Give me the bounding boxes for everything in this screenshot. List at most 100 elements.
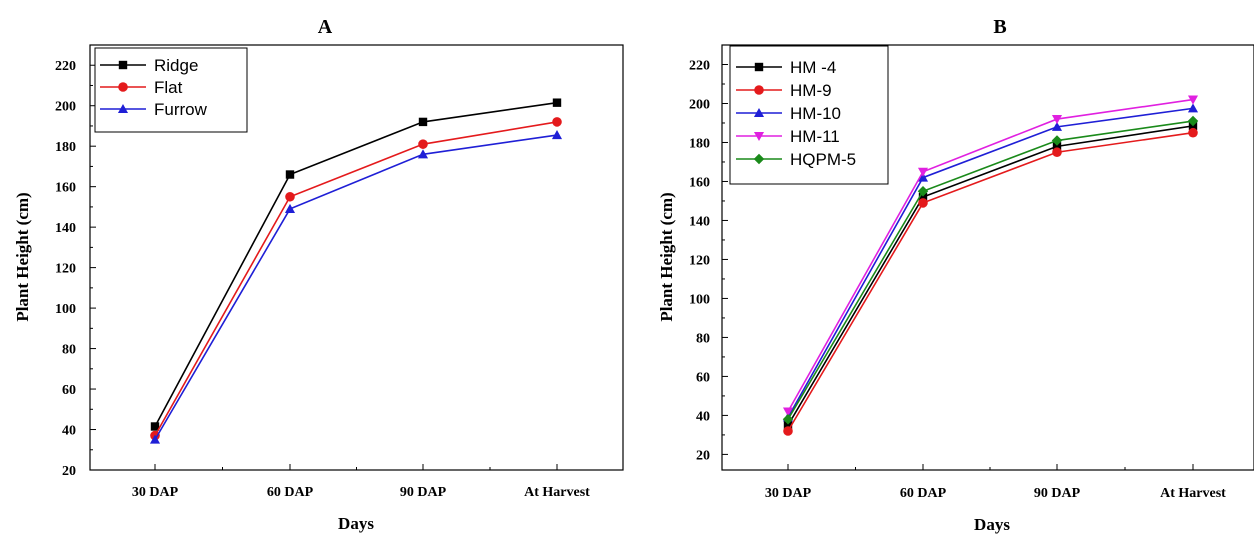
panel-a: A 20 40 60 80 100 120 140 160 180 200 220 30 DAP 60… xyxy=(13,16,624,533)
panel-a-y-tick-label: 120 xyxy=(55,262,76,277)
legend-marker-hm-4 xyxy=(754,62,764,72)
legend-label-hm-9: HM-9 xyxy=(790,81,832,100)
panel-b-x-axis-title: Days xyxy=(974,515,1010,534)
legend-label-ridge: Ridge xyxy=(154,56,198,75)
data-point-hm-9 xyxy=(918,198,928,208)
data-point-hm-10 xyxy=(1187,103,1199,113)
series-line-ridge xyxy=(154,101,558,427)
panel-a-x-axis: 30 DAP 60 DAP 90 DAP At Harvest xyxy=(132,464,590,500)
data-point-furrow xyxy=(149,434,161,444)
data-point-ridge xyxy=(150,422,160,431)
data-point-hm-4 xyxy=(783,420,793,430)
data-point-hqpm-5 xyxy=(917,185,929,197)
series-line-hm-11 xyxy=(787,98,1194,412)
data-point-flat xyxy=(552,117,562,127)
panel-a-y-tick-label: 20 xyxy=(62,464,76,479)
data-point-hm-11 xyxy=(1187,95,1199,105)
panel-b-x-tick-label: 30 DAP xyxy=(765,486,812,501)
series-line-hm-4 xyxy=(787,125,1194,426)
panel-b-title: B xyxy=(993,16,1006,38)
legend-label-hm-10: HM-10 xyxy=(790,104,841,123)
panel-a-y-tick-label: 60 xyxy=(62,383,76,398)
panel-a-y-tick-label: 180 xyxy=(55,140,76,155)
panel-b-x-tick-label: 60 DAP xyxy=(900,486,947,501)
data-point-furrow xyxy=(551,130,563,140)
data-point-hm-9 xyxy=(783,426,793,436)
panel-b-y-tick-label: 100 xyxy=(689,292,710,307)
panel-b-plot-frame xyxy=(721,44,1254,471)
panel-b-y-tick-label: 180 xyxy=(689,136,710,151)
panel-b-series xyxy=(782,95,1199,436)
legend-label-hqpm-5: HQPM-5 xyxy=(790,150,856,169)
panel-a-y-axis: 20 40 60 80 100 120 140 160 180 200 220 xyxy=(55,59,96,479)
data-point-flat xyxy=(285,191,295,202)
panel-a-y-tick-label: 80 xyxy=(62,343,76,358)
panel-b-legend: HM -4 HM-9 HM-10 HM-11 HQPM-5 xyxy=(729,45,889,185)
panel-a-y-tick-label: 200 xyxy=(55,100,76,115)
panel-b-y-tick-label: 20 xyxy=(696,448,710,463)
series-line-flat xyxy=(154,121,558,436)
panel-a-title: A xyxy=(318,16,333,38)
panel-a-x-tick-label: 30 DAP xyxy=(132,485,179,500)
data-point-furrow xyxy=(417,149,429,159)
panel-a-x-tick-label: At Harvest xyxy=(524,485,590,500)
panel-b-x-axis: 30 DAP 60 DAP 90 DAP At Harvest xyxy=(765,464,1226,501)
legend-marker-ridge xyxy=(118,60,128,70)
panel-a-y-tick-label: 40 xyxy=(62,424,76,439)
panel-a-y-tick-label: 160 xyxy=(55,181,76,196)
panel-b-y-tick-label: 140 xyxy=(689,214,710,229)
panel-a-x-axis-title: Days xyxy=(338,514,374,533)
data-point-hm-9 xyxy=(1188,127,1198,138)
data-point-hqpm-5 xyxy=(782,414,794,425)
data-point-hm-11 xyxy=(1051,115,1063,125)
series-line-furrow xyxy=(154,134,558,441)
panel-a-y-tick-label: 100 xyxy=(55,302,76,317)
legend-marker-hm-9 xyxy=(754,85,764,95)
series-line-hqpm-5 xyxy=(787,120,1194,420)
data-point-hm-11 xyxy=(782,407,794,417)
data-point-hqpm-5 xyxy=(1051,135,1063,146)
legend-marker-hm-11 xyxy=(753,131,765,142)
legend-marker-hm-10 xyxy=(753,107,765,118)
panel-b-y-tick-label: 200 xyxy=(689,97,710,112)
panel-b-y-tick-label: 220 xyxy=(689,58,710,73)
data-point-hm-10 xyxy=(917,172,929,182)
data-point-hqpm-5 xyxy=(1187,115,1199,127)
panel-b: B 20 40 60 80 100 120 140 160 180 200 220 30 DAP 60… xyxy=(657,16,1254,534)
panel-b-y-tick-label: 80 xyxy=(696,331,710,346)
legend-label-flat: Flat xyxy=(154,78,183,97)
panel-b-x-tick-label: At Harvest xyxy=(1160,486,1226,501)
data-point-flat xyxy=(418,139,428,149)
panel-b-y-tick-label: 160 xyxy=(689,175,710,190)
data-point-hm-4 xyxy=(1052,142,1062,151)
data-point-ridge xyxy=(552,98,562,107)
panel-a-x-tick-label: 60 DAP xyxy=(267,485,314,500)
panel-a-legend: Ridge Flat Furrow xyxy=(94,47,248,133)
panel-a-y-tick-label: 220 xyxy=(55,59,76,74)
panel-b-y-tick-label: 40 xyxy=(696,409,710,424)
series-line-hm-9 xyxy=(787,131,1194,432)
panel-b-x-tick-label: 90 DAP xyxy=(1034,486,1081,501)
data-point-hm-4 xyxy=(918,192,928,202)
data-point-ridge xyxy=(285,170,295,179)
series-line-hm-10 xyxy=(787,107,1194,418)
panel-a-x-tick-label: 90 DAP xyxy=(400,485,447,500)
data-point-hm-9 xyxy=(1052,147,1062,158)
legend-marker-flat xyxy=(118,82,128,92)
data-point-ridge xyxy=(418,117,428,127)
data-point-hm-11 xyxy=(917,167,929,177)
panel-b-y-tick-label: 60 xyxy=(696,370,710,385)
legend-marker-hqpm-5 xyxy=(753,153,765,165)
data-point-hm-10 xyxy=(1051,121,1063,131)
legend-label-hm-11: HM-11 xyxy=(790,127,840,146)
panel-a-y-tick-label: 140 xyxy=(55,221,76,236)
data-point-furrow xyxy=(284,203,296,213)
panel-b-y-axis: 20 40 60 80 100 120 140 160 180 200 220 xyxy=(689,58,728,463)
legend-marker-furrow xyxy=(117,103,129,114)
panel-b-y-axis-title: Plant Height (cm) xyxy=(657,192,676,321)
legend-label-furrow: Furrow xyxy=(154,100,208,119)
legend-label-hm-4: HM -4 xyxy=(790,58,836,77)
panel-a-y-axis-title: Plant Height (cm) xyxy=(13,192,32,321)
panel-a-series xyxy=(149,98,563,444)
